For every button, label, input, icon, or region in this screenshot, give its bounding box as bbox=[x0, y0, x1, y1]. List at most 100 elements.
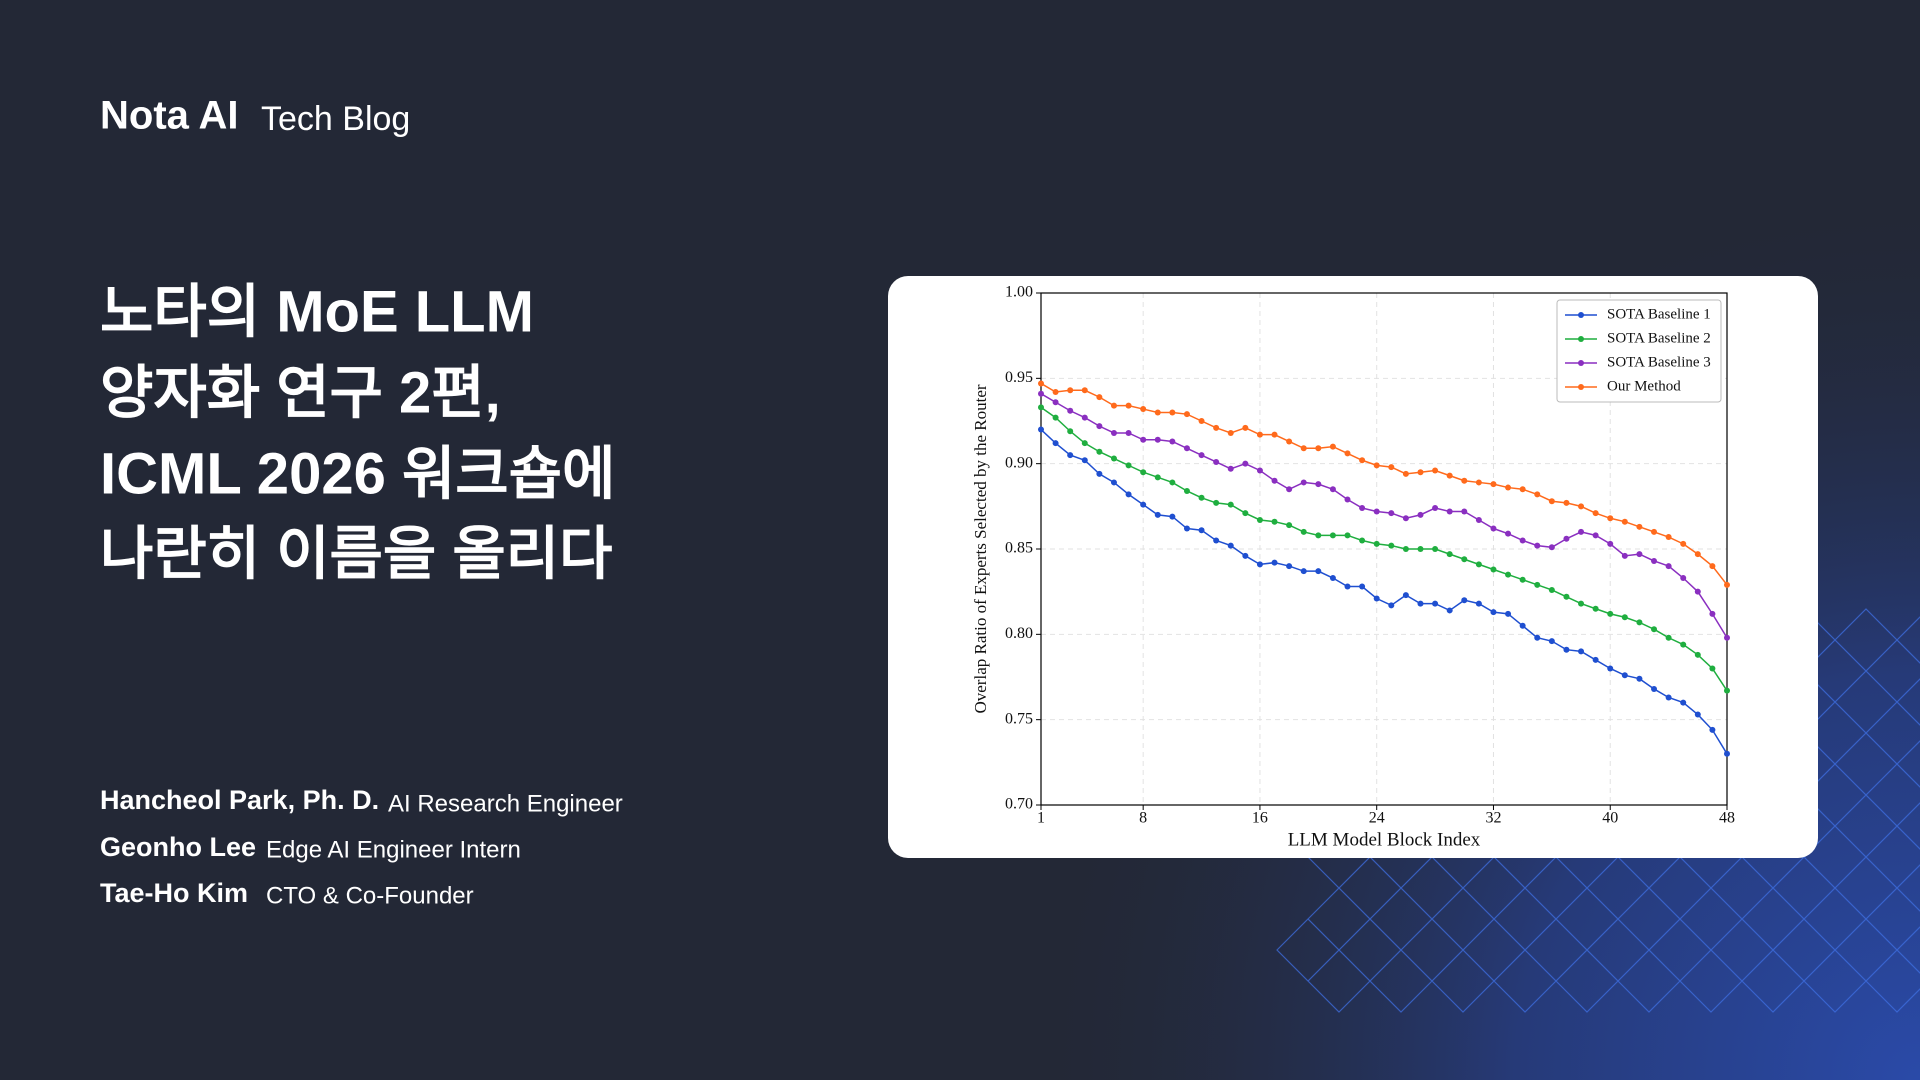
series-point bbox=[1709, 726, 1716, 733]
series-point bbox=[1636, 619, 1643, 626]
series-point bbox=[1096, 448, 1103, 455]
series-point bbox=[1446, 472, 1453, 479]
series-point bbox=[1373, 595, 1380, 602]
series-point bbox=[1038, 380, 1044, 387]
series-point bbox=[1607, 540, 1614, 547]
series-point bbox=[1446, 508, 1453, 515]
series-point bbox=[1563, 593, 1570, 600]
legend-label: SOTA Baseline 3 bbox=[1607, 354, 1711, 370]
series-point bbox=[1651, 685, 1658, 692]
series-point bbox=[1169, 438, 1176, 445]
series-point bbox=[1490, 481, 1497, 488]
series-point bbox=[1607, 515, 1614, 522]
series-point bbox=[1432, 505, 1439, 512]
series-point bbox=[1242, 460, 1249, 467]
series-point bbox=[1578, 503, 1585, 510]
series-point bbox=[1621, 552, 1628, 559]
series-point bbox=[1694, 651, 1701, 658]
series-point bbox=[1110, 429, 1117, 436]
chart-card bbox=[888, 276, 1818, 858]
series-point bbox=[1490, 525, 1497, 532]
section-name: Tech Blog bbox=[261, 100, 410, 138]
series-point bbox=[1534, 542, 1541, 549]
series-point bbox=[1592, 605, 1599, 612]
series-point bbox=[1621, 614, 1628, 621]
series-point bbox=[1052, 388, 1059, 395]
series-point bbox=[1607, 665, 1614, 672]
series-point bbox=[1373, 508, 1380, 515]
series-point bbox=[1227, 542, 1234, 549]
series-point bbox=[1140, 406, 1147, 413]
x-tick-label: 8 bbox=[1139, 810, 1147, 827]
title-line: 노타의 MoE LLM bbox=[100, 279, 534, 344]
series-point bbox=[1373, 540, 1380, 547]
series-point bbox=[1315, 445, 1322, 452]
series-point bbox=[1505, 610, 1512, 617]
series-point bbox=[1140, 436, 1147, 443]
series-point bbox=[1213, 458, 1220, 465]
series-point bbox=[1724, 634, 1730, 641]
x-tick-label: 48 bbox=[1719, 810, 1735, 827]
legend-label: SOTA Baseline 2 bbox=[1607, 330, 1711, 346]
series-point bbox=[1344, 496, 1351, 503]
series-point bbox=[1038, 404, 1044, 411]
series-point bbox=[1242, 552, 1249, 559]
series-point bbox=[1213, 537, 1220, 544]
series-point bbox=[1402, 515, 1409, 522]
series-point bbox=[1227, 465, 1234, 472]
series-point bbox=[1067, 452, 1074, 459]
series-point bbox=[1446, 607, 1453, 614]
author-role: CTO & Co-Founder bbox=[266, 882, 474, 909]
author-role: AI Research Engineer bbox=[388, 790, 623, 817]
series-point bbox=[1505, 530, 1512, 537]
x-tick-label: 1 bbox=[1037, 810, 1045, 827]
y-tick-label: 0.85 bbox=[1005, 540, 1033, 557]
series-point bbox=[1110, 455, 1117, 462]
x-tick-label: 16 bbox=[1252, 810, 1268, 827]
series-point bbox=[1475, 516, 1482, 523]
series-point bbox=[1081, 457, 1088, 464]
series-point bbox=[1359, 505, 1366, 512]
y-tick-label: 1.00 bbox=[1005, 284, 1033, 301]
series-point bbox=[1256, 467, 1263, 474]
series-point bbox=[1724, 687, 1730, 694]
series-point bbox=[1461, 556, 1468, 563]
x-axis-title: LLM Model Block Index bbox=[1288, 829, 1481, 850]
series-point bbox=[1154, 436, 1161, 443]
series-point bbox=[1183, 445, 1190, 452]
legend-box bbox=[1556, 299, 1722, 403]
series-point bbox=[1388, 510, 1395, 517]
series-point bbox=[1519, 576, 1526, 583]
series-point bbox=[1096, 470, 1103, 477]
series-point bbox=[1578, 600, 1585, 607]
series-point bbox=[1052, 440, 1059, 447]
series-point bbox=[1286, 438, 1293, 445]
series-point bbox=[1052, 399, 1059, 406]
series-point bbox=[1534, 581, 1541, 588]
series-point bbox=[1110, 479, 1117, 486]
series-point bbox=[1534, 491, 1541, 498]
series-point bbox=[1680, 641, 1687, 648]
series-point bbox=[1680, 699, 1687, 706]
series-point bbox=[1680, 575, 1687, 582]
series-point bbox=[1621, 518, 1628, 525]
series-point bbox=[1402, 470, 1409, 477]
series-point bbox=[1140, 469, 1147, 476]
series-point bbox=[1402, 546, 1409, 552]
series-point bbox=[1242, 424, 1249, 431]
series-point bbox=[1680, 540, 1687, 547]
series-point bbox=[1300, 445, 1307, 452]
series-point bbox=[1213, 424, 1220, 431]
series-point bbox=[1300, 479, 1307, 486]
series-point bbox=[1548, 544, 1555, 551]
chart: 0.70 0.75 0.80 0.85 0.90 0.95 1.00 1 8 16 24 32 40 48… bbox=[971, 284, 1735, 851]
series-point bbox=[1461, 508, 1468, 515]
series-point bbox=[1271, 518, 1278, 525]
y-tick-label: 0.70 bbox=[1005, 796, 1033, 813]
series-point bbox=[1417, 511, 1424, 518]
series-point bbox=[1183, 487, 1190, 494]
series-point bbox=[1651, 626, 1658, 633]
y-axis-title: Overlap Ratio of Experts Selected by the… bbox=[971, 384, 990, 713]
series-point bbox=[1067, 428, 1074, 435]
